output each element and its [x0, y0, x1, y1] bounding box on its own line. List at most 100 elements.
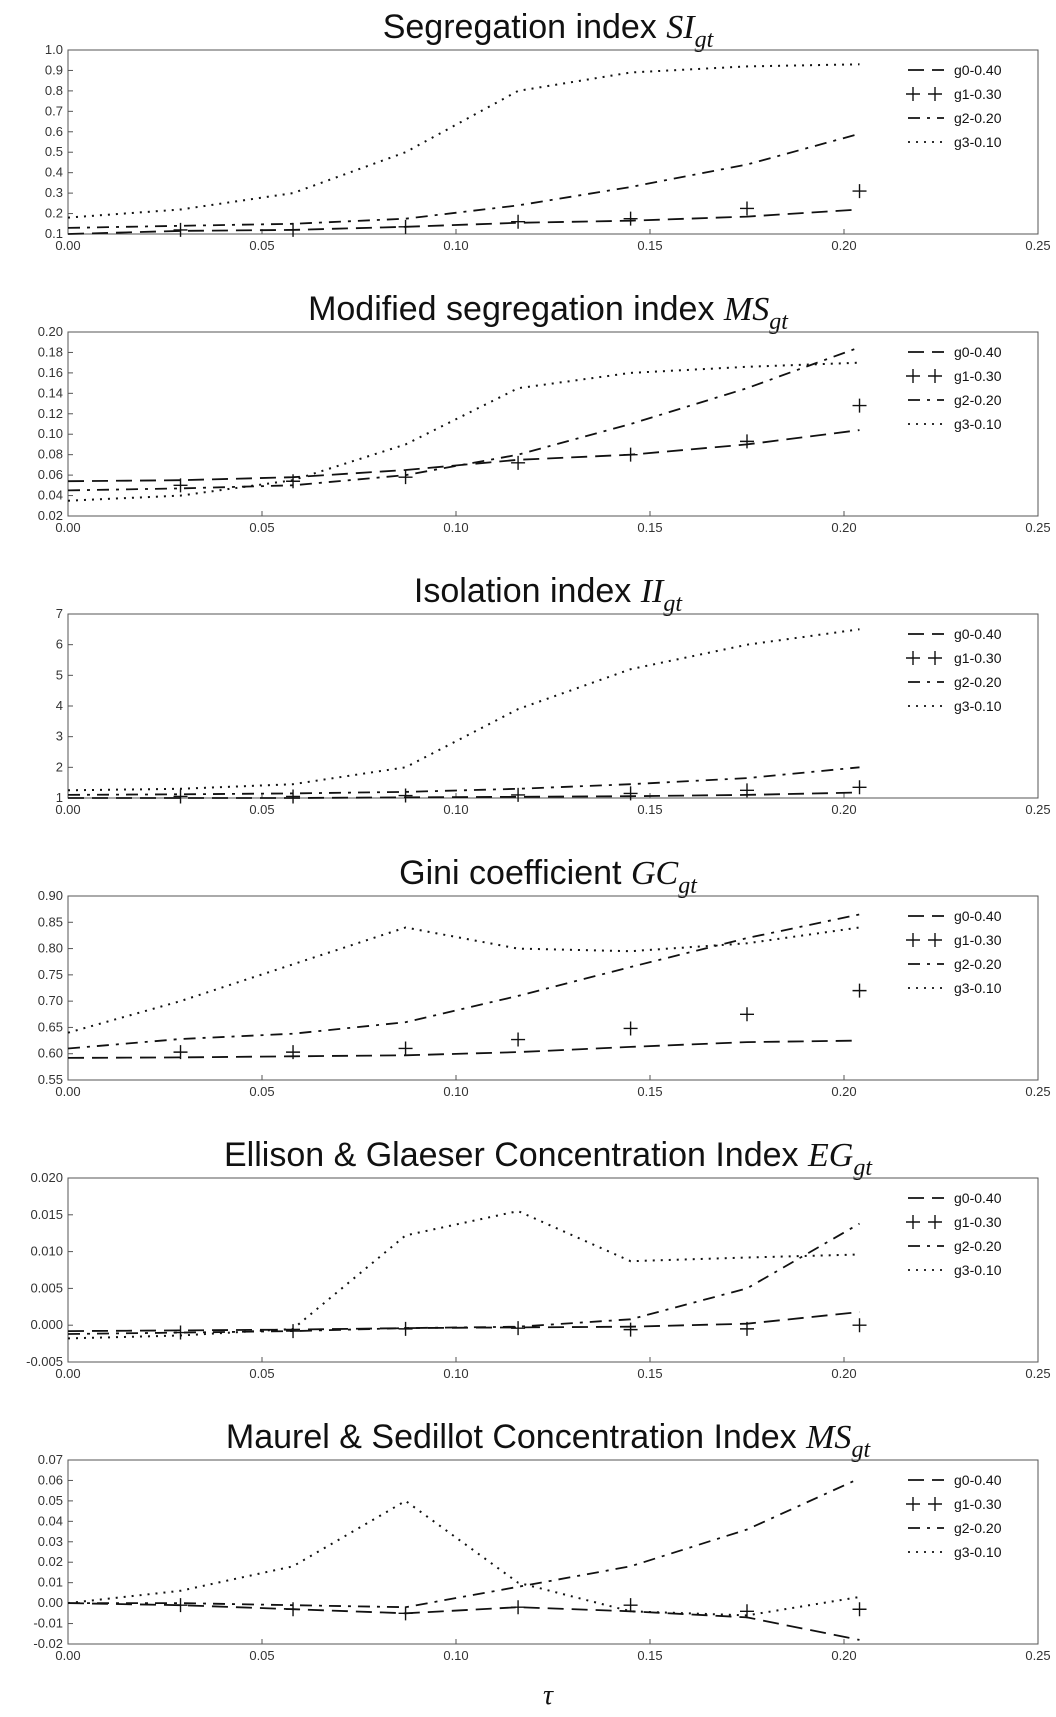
x-tick-label: 0.05	[249, 1648, 274, 1663]
subplot-title-symbol: SI	[666, 9, 696, 46]
plus-marker	[286, 1324, 301, 1339]
legend-swatch	[928, 1215, 942, 1229]
series-g2-0.20-line	[67, 913, 860, 1050]
legend-swatch	[928, 933, 942, 947]
series-g0-0.40-line	[67, 1039, 860, 1059]
x-axis-label: τ	[543, 1680, 554, 1711]
y-tick-label: 0.90	[38, 888, 63, 903]
plus-marker	[398, 219, 413, 234]
plus-marker	[511, 214, 526, 229]
series-g3-0.10-line	[67, 63, 860, 219]
series-g3-0.10-line	[67, 361, 860, 502]
y-tick-label: 0.70	[38, 993, 63, 1008]
subplot-title-symbol: MS	[805, 1419, 851, 1456]
subplot-6: Maurel & Sedillot Concentration Index MS…	[33, 1418, 1050, 1663]
x-tick-label: 0.15	[637, 1084, 662, 1099]
x-tick-label: 0.20	[831, 802, 856, 817]
x-tick-label: 0.10	[443, 1648, 468, 1663]
legend-swatch	[928, 1497, 942, 1511]
x-tick-label: 0.05	[249, 238, 274, 253]
series-g2-0.20-line	[67, 766, 860, 796]
x-tick-label: 0.20	[831, 1648, 856, 1663]
legend-label: g3-0.10	[954, 134, 1002, 150]
series-g3-0.10-line	[67, 1210, 860, 1340]
subplot-title-subscript: gt	[695, 27, 715, 53]
plus-marker	[398, 470, 413, 485]
legend-swatch	[906, 1497, 920, 1511]
plus-marker	[852, 1602, 867, 1617]
legend-label: g0-0.40	[954, 626, 1002, 642]
plus-marker	[740, 783, 754, 798]
x-tick-label: 0.10	[443, 1084, 468, 1099]
plus-marker	[173, 222, 188, 237]
x-tick-label: 0.10	[443, 520, 468, 535]
plus-marker	[623, 211, 638, 226]
plus-marker	[852, 398, 867, 413]
y-tick-label: 0.8	[45, 83, 63, 98]
y-tick-label: 0.10	[38, 426, 63, 441]
subplot-title: Segregation index SIgt	[383, 8, 715, 53]
x-tick-label: 0.25	[1025, 1366, 1050, 1381]
y-tick-label: 0.60	[38, 1046, 63, 1061]
x-tick-label: 0.20	[831, 238, 856, 253]
plus-marker	[852, 1318, 867, 1333]
y-tick-label: 0.000	[30, 1317, 63, 1332]
plus-marker	[286, 1045, 301, 1060]
y-tick-label: 0.010	[30, 1244, 63, 1259]
y-tick-label: 1.0	[45, 42, 63, 57]
series-g3-0.10-line	[67, 1499, 860, 1617]
y-tick-label: 0.06	[38, 467, 63, 482]
legend-label: g3-0.10	[954, 698, 1002, 714]
legend-label: g1-0.30	[954, 86, 1002, 102]
legend-swatch	[906, 933, 920, 947]
plus-marker	[286, 789, 301, 804]
subplot-title-symbol: GC	[631, 855, 679, 892]
legend-label: g1-0.30	[954, 1214, 1002, 1230]
y-tick-label: 0.005	[30, 1280, 63, 1295]
x-tick-label: 0.05	[249, 1366, 274, 1381]
plus-marker	[173, 478, 188, 493]
legend-label: g3-0.10	[954, 416, 1002, 432]
subplot-title-text: Segregation index	[383, 8, 667, 46]
y-tick-label: 0.08	[38, 447, 63, 462]
y-tick-label: 0.75	[38, 967, 63, 982]
subplot-title-subscript: gt	[851, 1437, 871, 1463]
y-tick-label: 0.02	[38, 508, 63, 523]
subplot-title-symbol: MS	[723, 291, 769, 328]
y-tick-label: 3	[56, 729, 63, 744]
plus-marker	[623, 786, 638, 801]
y-tick-label: 0.020	[30, 1170, 63, 1185]
subplot-5: Ellison & Glaeser Concentration Index EG…	[26, 1136, 1051, 1381]
subplot-2: Modified segregation index MSgt 0.00 0.05 0…	[38, 290, 1051, 535]
legend-swatch	[928, 651, 942, 665]
plot-frame	[67, 1459, 1039, 1645]
legend-label: g2-0.20	[954, 1238, 1002, 1254]
x-tick-label: 0.15	[637, 802, 662, 817]
subplot-4: Gini coefficient GCgt 0.00 0.05 0.10 0.15 0.2…	[38, 854, 1051, 1099]
subplot-title: Gini coefficient GCgt	[399, 854, 698, 899]
y-tick-label: 0.85	[38, 914, 63, 929]
plus-marker	[398, 1606, 413, 1621]
legend-label: g0-0.40	[954, 344, 1002, 360]
y-tick-label: 0.3	[45, 185, 63, 200]
series-g3-0.10-line	[67, 628, 860, 792]
y-tick-label: 0.65	[38, 1019, 63, 1034]
legend-label: g1-0.30	[954, 650, 1002, 666]
y-tick-label: 4	[56, 698, 63, 713]
y-tick-label: 0.07	[38, 1452, 63, 1467]
series-g2-0.20-line	[68, 1477, 860, 1609]
y-tick-label: 0.05	[38, 1493, 63, 1508]
series-g2-0.20-line	[67, 132, 860, 229]
plus-marker	[852, 780, 867, 795]
legend-label: g0-0.40	[954, 62, 1002, 78]
y-tick-label: 0.20	[38, 324, 63, 339]
legend-label: g2-0.20	[954, 110, 1002, 126]
plus-marker	[623, 1021, 638, 1036]
y-tick-label: 0.4	[45, 165, 63, 180]
plus-marker	[286, 222, 301, 237]
x-tick-label: 0.00	[55, 1648, 80, 1663]
plus-marker	[852, 983, 867, 998]
plus-marker	[740, 434, 754, 449]
subplot-title-symbol: II	[640, 573, 665, 610]
